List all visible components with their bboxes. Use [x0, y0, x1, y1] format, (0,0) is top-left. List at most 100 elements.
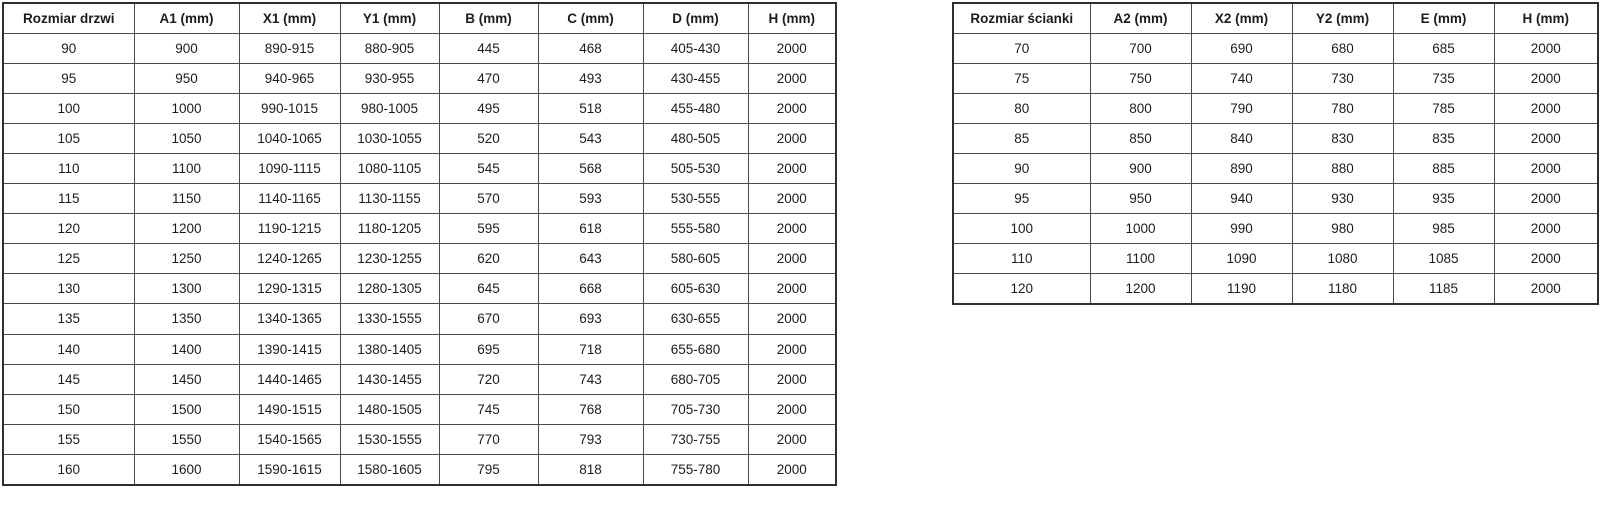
- table-row: 135 1350 1340-1365 1330-1555 670 693 630-655 20…: [2, 303, 837, 335]
- table-cell: 2000: [747, 152, 837, 185]
- table-cell: 1130-1155: [339, 183, 440, 215]
- table-cell: 745: [438, 393, 539, 425]
- table-cell: 160: [2, 453, 135, 486]
- column-header: E (mm): [1392, 2, 1495, 34]
- table-cell: 2000: [1493, 183, 1599, 215]
- table-cell: 2000: [1493, 92, 1599, 124]
- table-cell: 2000: [1493, 152, 1599, 185]
- table-cell: 900: [1089, 152, 1192, 185]
- table-cell: 2000: [1493, 122, 1599, 154]
- table-cell: 850: [1089, 122, 1192, 154]
- table-row: 115 1150 1140-1165 1130-1155 570 593 530-555 20…: [2, 183, 837, 215]
- table-cell: 750: [1089, 62, 1192, 94]
- table-cell: 405-430: [642, 32, 749, 64]
- table-cell: 680-705: [642, 363, 749, 395]
- door-size-table: Rozmiar drzwi A1 (mm) X1 (mm) Y1 (mm) B (mm)…: [2, 2, 837, 486]
- table-cell: 1490-1515: [238, 393, 341, 425]
- table-cell: 643: [537, 243, 644, 275]
- column-header: X1 (mm): [238, 2, 341, 34]
- table-cell: 835: [1392, 122, 1495, 154]
- table-row: 95 950 940-965 930-955 470 493 430-455 2000: [2, 62, 837, 94]
- table-cell: 1085: [1392, 243, 1495, 275]
- table-row: 100 1000 990-1015 980-1005 495 518 455-480 2000: [2, 92, 837, 124]
- table-cell: 1280-1305: [339, 273, 440, 305]
- table-row: 70 700 690 680 685 2000: [952, 32, 1599, 64]
- table-row: 155 1550 1540-1565 1530-1555 770 793 730-755 20…: [2, 423, 837, 455]
- table-cell: 1290-1315: [238, 273, 341, 305]
- table-cell: 495: [438, 92, 539, 124]
- table-cell: 1030-1055: [339, 122, 440, 154]
- table-cell: 1185: [1392, 273, 1495, 305]
- table-cell: 2000: [747, 62, 837, 94]
- table-cell: 150: [2, 393, 135, 425]
- table-cell: 545: [438, 152, 539, 185]
- table-cell: 718: [537, 333, 644, 365]
- table-cell: 793: [537, 423, 644, 455]
- table-cell: 2000: [747, 423, 837, 455]
- table-cell: 1350: [133, 303, 240, 335]
- table-cell: 1230-1255: [339, 243, 440, 275]
- table-cell: 1480-1505: [339, 393, 440, 425]
- table-cell: 950: [1089, 183, 1192, 215]
- table-cell: 690: [1190, 32, 1293, 64]
- table-cell: 595: [438, 213, 539, 245]
- table-cell: 555-580: [642, 213, 749, 245]
- table-cell: 95: [2, 62, 135, 94]
- table-cell: 1550: [133, 423, 240, 455]
- table-cell: 780: [1291, 92, 1394, 124]
- wall-size-table-container: Rozmiar ścianki A2 (mm) X2 (mm) Y2 (mm) E (m…: [952, 2, 1599, 305]
- table-cell: 1340-1365: [238, 303, 341, 335]
- table-cell: 110: [2, 152, 135, 185]
- table-cell: 1600: [133, 453, 240, 486]
- column-header: Rozmiar ścianki: [952, 2, 1091, 34]
- table-cell: 730: [1291, 62, 1394, 94]
- table-cell: 740: [1190, 62, 1293, 94]
- table-cell: 2000: [747, 32, 837, 64]
- table-cell: 445: [438, 32, 539, 64]
- table-cell: 1180: [1291, 273, 1394, 305]
- table-cell: 1380-1405: [339, 333, 440, 365]
- table-cell: 2000: [747, 122, 837, 154]
- table-row: 130 1300 1290-1315 1280-1305 645 668 605-630 20…: [2, 273, 837, 305]
- table-cell: 100: [2, 92, 135, 124]
- table-cell: 885: [1392, 152, 1495, 185]
- table-cell: 110: [952, 243, 1091, 275]
- table-row: 100 1000 990 980 985 2000: [952, 213, 1599, 245]
- column-header: H (mm): [1493, 2, 1599, 34]
- table-cell: 125: [2, 243, 135, 275]
- table-cell: 890: [1190, 152, 1293, 185]
- table-cell: 2000: [747, 213, 837, 245]
- table-cell: 950: [133, 62, 240, 94]
- table-cell: 1090: [1190, 243, 1293, 275]
- column-header: A2 (mm): [1089, 2, 1192, 34]
- table-cell: 85: [952, 122, 1091, 154]
- table-cell: 685: [1392, 32, 1495, 64]
- wall-size-table: Rozmiar ścianki A2 (mm) X2 (mm) Y2 (mm) E (m…: [952, 2, 1599, 305]
- table-cell: 100: [952, 213, 1091, 245]
- table-cell: 2000: [747, 92, 837, 124]
- table-row: 150 1500 1490-1515 1480-1505 745 768 705-730 20…: [2, 393, 837, 425]
- table-cell: 1450: [133, 363, 240, 395]
- table-cell: 1430-1455: [339, 363, 440, 395]
- table-cell: 430-455: [642, 62, 749, 94]
- table-cell: 455-480: [642, 92, 749, 124]
- table-cell: 130: [2, 273, 135, 305]
- column-header: C (mm): [537, 2, 644, 34]
- table-cell: 2000: [747, 333, 837, 365]
- table-cell: 90: [952, 152, 1091, 185]
- table-cell: 105: [2, 122, 135, 154]
- header-row: Rozmiar ścianki A2 (mm) X2 (mm) Y2 (mm) E (m…: [952, 2, 1599, 34]
- table-cell: 785: [1392, 92, 1495, 124]
- table-cell: 1500: [133, 393, 240, 425]
- table-cell: 768: [537, 393, 644, 425]
- table-cell: 900: [133, 32, 240, 64]
- table-cell: 145: [2, 363, 135, 395]
- table-cell: 940: [1190, 183, 1293, 215]
- table-cell: 115: [2, 183, 135, 215]
- table-cell: 468: [537, 32, 644, 64]
- table-cell: 120: [2, 213, 135, 245]
- table-cell: 1190: [1190, 273, 1293, 305]
- table-cell: 668: [537, 273, 644, 305]
- header-row: Rozmiar drzwi A1 (mm) X1 (mm) Y1 (mm) B (mm)…: [2, 2, 837, 34]
- table-cell: 693: [537, 303, 644, 335]
